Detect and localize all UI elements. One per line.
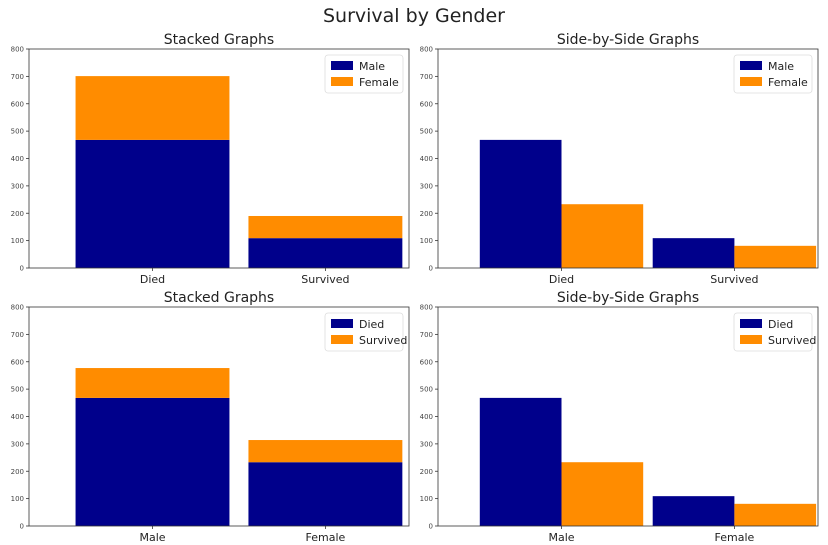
- bar-male-survived: [248, 238, 403, 268]
- y-tick-label: 700: [11, 331, 24, 339]
- legend-swatch-died: [740, 319, 762, 328]
- y-tick-label: 0: [429, 523, 433, 531]
- chart-panel-2: Side-by-Side Graphs Died Survived 0 100 200 30…: [420, 32, 819, 286]
- chart-panel-1: Stacked Graphs Died Survived 0 100 200 300 400 5…: [11, 32, 410, 286]
- y-tick-label: 400: [420, 413, 433, 421]
- legend-label-died: Died: [359, 318, 384, 331]
- bar-male-died: [479, 139, 562, 268]
- chart-panel-3: Stacked Graphs Male Female 0 100 200 300 400 500…: [11, 290, 410, 544]
- bar-female-died: [561, 204, 644, 268]
- legend-swatch-female: [331, 77, 353, 86]
- bar-died-female: [652, 496, 735, 526]
- bar-survived-male: [561, 462, 644, 526]
- y-tick-label: 500: [420, 128, 433, 136]
- legend-swatch-survived: [331, 335, 353, 344]
- legend: Died Survived: [324, 312, 407, 352]
- x-tick-label: Died: [549, 273, 574, 286]
- panel-title: Side-by-Side Graphs: [557, 290, 699, 306]
- x-tick-label: Survived: [710, 273, 758, 286]
- x-tick-label: Male: [548, 531, 574, 544]
- legend: Male Female: [324, 54, 404, 94]
- y-tick-label: 600: [420, 100, 433, 108]
- x-tick-label: Female: [306, 531, 346, 544]
- y-tick-label: 0: [429, 265, 433, 273]
- legend-label-male: Male: [359, 60, 385, 73]
- y-tick-label: 400: [420, 155, 433, 163]
- y-tick-label: 800: [420, 46, 433, 54]
- legend-label-male: Male: [768, 60, 794, 73]
- legend: Died Survived: [733, 312, 816, 352]
- legend-label-female: Female: [359, 76, 399, 89]
- x-tick-label: Female: [715, 531, 755, 544]
- y-tick-label: 800: [11, 304, 24, 312]
- x-tick-label: Survived: [301, 273, 349, 286]
- bar-died-male: [75, 397, 230, 526]
- y-tick-label: 700: [420, 73, 433, 81]
- y-tick-label: 200: [420, 468, 433, 476]
- legend-label-survived: Survived: [768, 334, 816, 347]
- figure-title: Survival by Gender: [322, 5, 505, 27]
- y-tick-label: 0: [20, 265, 24, 273]
- legend-label-female: Female: [768, 76, 808, 89]
- y-tick-label: 400: [11, 413, 24, 421]
- y-tick-label: 300: [11, 182, 24, 190]
- y-tick-label: 600: [11, 358, 24, 366]
- bar-died-male: [479, 397, 562, 526]
- legend-swatch-died: [331, 319, 353, 328]
- y-tick-label: 600: [11, 100, 24, 108]
- y-tick-label: 100: [420, 495, 433, 503]
- y-tick-label: 300: [420, 440, 433, 448]
- y-tick-label: 700: [420, 331, 433, 339]
- chart-panel-4: Side-by-Side Graphs Male Female 0 100 200 300 4…: [420, 290, 819, 544]
- y-tick-label: 300: [11, 440, 24, 448]
- bar-female-survived: [734, 245, 817, 268]
- x-tick-label: Died: [140, 273, 165, 286]
- bar-female-died: [75, 76, 230, 140]
- panel-title: Side-by-Side Graphs: [557, 32, 699, 48]
- y-tick-label: 0: [20, 523, 24, 531]
- bar-male-died: [75, 139, 230, 268]
- y-tick-label: 500: [420, 386, 433, 394]
- panel-title: Stacked Graphs: [164, 290, 274, 306]
- y-tick-label: 500: [11, 128, 24, 136]
- bar-survived-female: [734, 503, 817, 526]
- legend-swatch-female: [740, 77, 762, 86]
- legend: Male Female: [733, 54, 813, 94]
- y-tick-label: 100: [11, 237, 24, 245]
- bar-died-female: [248, 462, 403, 526]
- y-tick-label: 100: [11, 495, 24, 503]
- bar-male-survived: [652, 238, 735, 268]
- y-tick-label: 200: [420, 210, 433, 218]
- bar-female-survived: [248, 215, 403, 239]
- legend-swatch-survived: [740, 335, 762, 344]
- y-tick-label: 500: [11, 386, 24, 394]
- bar-survived-male: [75, 368, 230, 398]
- legend-swatch-male: [740, 61, 762, 70]
- y-tick-label: 300: [420, 182, 433, 190]
- legend-label-died: Died: [768, 318, 793, 331]
- y-tick-label: 200: [11, 468, 24, 476]
- y-tick-label: 600: [420, 358, 433, 366]
- y-tick-label: 800: [11, 46, 24, 54]
- y-tick-label: 100: [420, 237, 433, 245]
- panel-title: Stacked Graphs: [164, 32, 274, 48]
- y-tick-label: 700: [11, 73, 24, 81]
- legend-swatch-male: [331, 61, 353, 70]
- y-tick-label: 800: [420, 304, 433, 312]
- y-tick-label: 200: [11, 210, 24, 218]
- legend-label-survived: Survived: [359, 334, 407, 347]
- x-tick-label: Male: [139, 531, 165, 544]
- bar-survived-female: [248, 440, 403, 463]
- y-tick-label: 400: [11, 155, 24, 163]
